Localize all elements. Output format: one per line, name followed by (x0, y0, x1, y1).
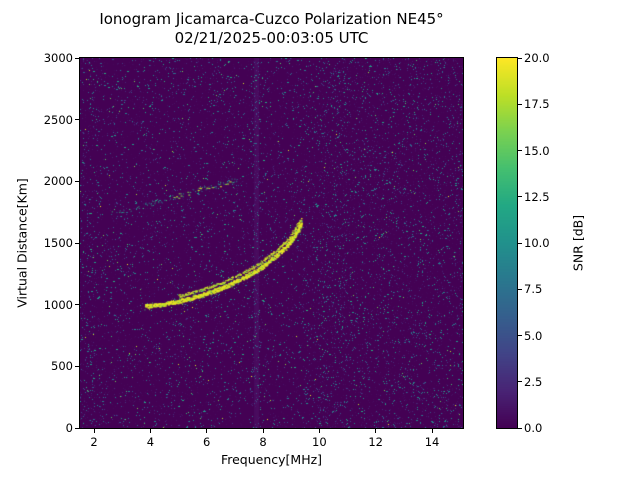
y-axis-label: Virtual Distance[Km] (14, 178, 30, 308)
chart-title-line1: Ionogram Jicamarca-Cuzco Polarization NE… (99, 10, 444, 28)
colorbar-tick-mark (518, 335, 522, 336)
colorbar-tick-label: 17.5 (524, 97, 550, 112)
y-tick-mark (75, 57, 79, 59)
colorbar-tick-mark (518, 103, 522, 105)
x-tick-label: 14 (424, 435, 440, 449)
x-tick-label: 12 (368, 435, 384, 449)
y-tick-label: 0 (65, 421, 73, 435)
y-tick-mark (75, 180, 79, 182)
y-tick-mark (75, 427, 79, 429)
colorbar-tick-label: 0.0 (524, 421, 543, 435)
colorbar-tick-mark (518, 288, 522, 290)
y-tick-mark (75, 119, 79, 121)
y-tick-mark (75, 242, 79, 244)
colorbar-tick-mark (518, 57, 522, 59)
colorbar-tick-label: 5.0 (524, 328, 543, 343)
y-tick-label: 500 (51, 359, 73, 374)
x-tick-mark (93, 429, 95, 433)
x-tick-label: 2 (90, 435, 98, 449)
y-tick-label: 2000 (43, 174, 73, 189)
colorbar-tick-mark (518, 242, 522, 244)
x-tick-label: 6 (203, 435, 211, 449)
chart-title-line2: 02/21/2025-00:03:05 UTC (174, 29, 369, 47)
y-tick-label: 1000 (43, 297, 73, 312)
colorbar-tick-label: 2.5 (524, 374, 543, 389)
chart-title: Ionogram Jicamarca-Cuzco Polarization NE… (80, 10, 463, 48)
colorbar-tick-label: 15.0 (524, 143, 550, 158)
colorbar-tick-label: 20.0 (524, 51, 550, 65)
colorbar-tick-mark (518, 427, 522, 429)
x-tick-mark (431, 429, 433, 433)
colorbar-tick-mark (518, 150, 522, 151)
colorbar-tick-label: 10.0 (524, 236, 550, 250)
x-tick-mark (262, 429, 264, 433)
y-tick-label: 1500 (43, 236, 73, 250)
x-axis-label: Frequency[MHz] (220, 452, 323, 467)
x-tick-mark (318, 429, 320, 433)
colorbar-tick-mark (518, 381, 522, 383)
y-tick-mark (75, 304, 79, 306)
x-tick-label: 4 (146, 435, 155, 449)
y-tick-mark (75, 365, 79, 367)
y-tick-label: 3000 (43, 51, 73, 65)
x-tick-label: 8 (259, 435, 267, 449)
colorbar-gradient (497, 58, 517, 428)
ionogram-plot-canvas (80, 58, 463, 428)
x-tick-mark (206, 429, 208, 433)
x-tick-label: 10 (312, 435, 327, 449)
colorbar-tick-label: 7.5 (524, 282, 543, 297)
colorbar-tick-mark (518, 196, 522, 198)
y-tick-label: 2500 (43, 112, 73, 127)
x-tick-mark (149, 429, 151, 433)
colorbar-label: SNR [dB] (570, 214, 586, 272)
x-tick-mark (375, 429, 377, 433)
colorbar-tick-label: 12.5 (524, 189, 550, 204)
